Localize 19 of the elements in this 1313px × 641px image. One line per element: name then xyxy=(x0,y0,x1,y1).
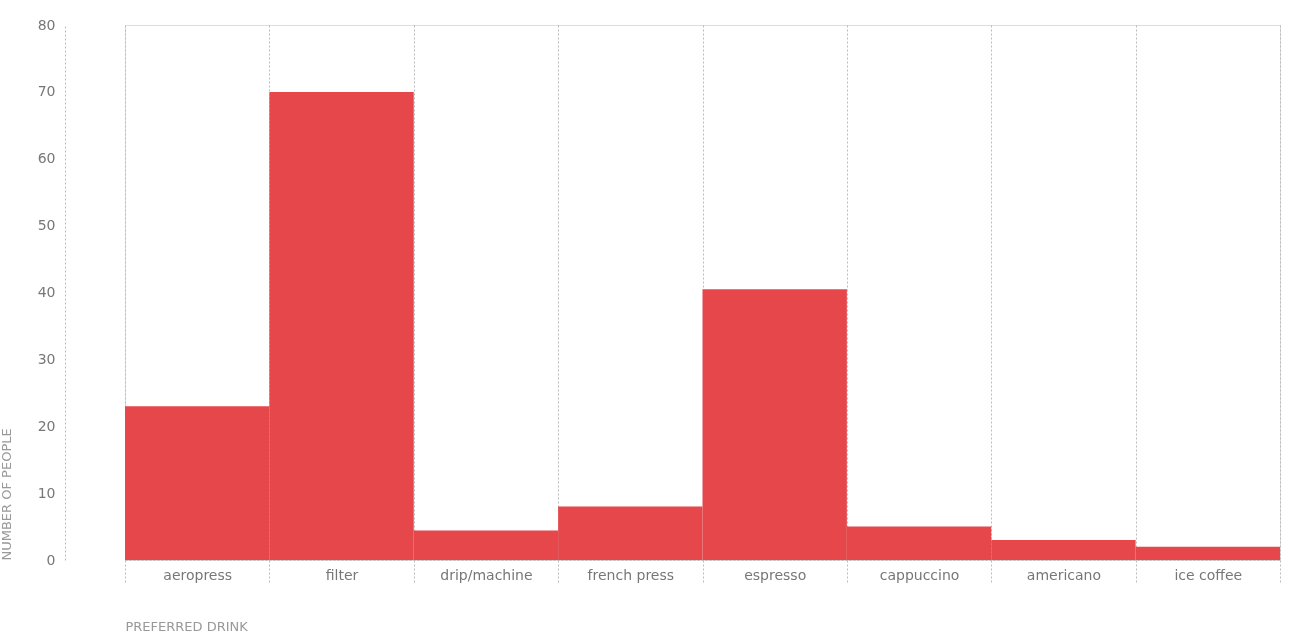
x-axis-title: PREFERRED DRINK xyxy=(125,619,249,634)
y-tick-label: 0 xyxy=(46,551,56,568)
y-tick-label: 50 xyxy=(37,217,56,234)
y-tick-label: 70 xyxy=(37,83,56,100)
x-tick-label: french press xyxy=(587,566,675,583)
x-tick-label: cappuccino xyxy=(879,566,960,583)
x-tick-label: aeropress xyxy=(163,566,233,583)
y-tick-label: 40 xyxy=(37,284,56,300)
x-tick-label: espresso xyxy=(744,566,807,583)
x-tick-label: ice coffee xyxy=(1174,566,1243,583)
y-axis-title: NUMBER OF PEOPLE xyxy=(0,428,14,561)
x-tick-label: drip/machine xyxy=(440,566,533,583)
y-tick-label: 30 xyxy=(37,350,56,367)
y-tick-label: 80 xyxy=(37,16,56,33)
y-tick-label: 60 xyxy=(37,150,56,167)
x-tick-label: americano xyxy=(1026,566,1102,583)
x-tick-label: filter xyxy=(325,566,359,583)
y-tick-label: 20 xyxy=(37,417,56,434)
y-tick-label: 10 xyxy=(37,484,56,501)
